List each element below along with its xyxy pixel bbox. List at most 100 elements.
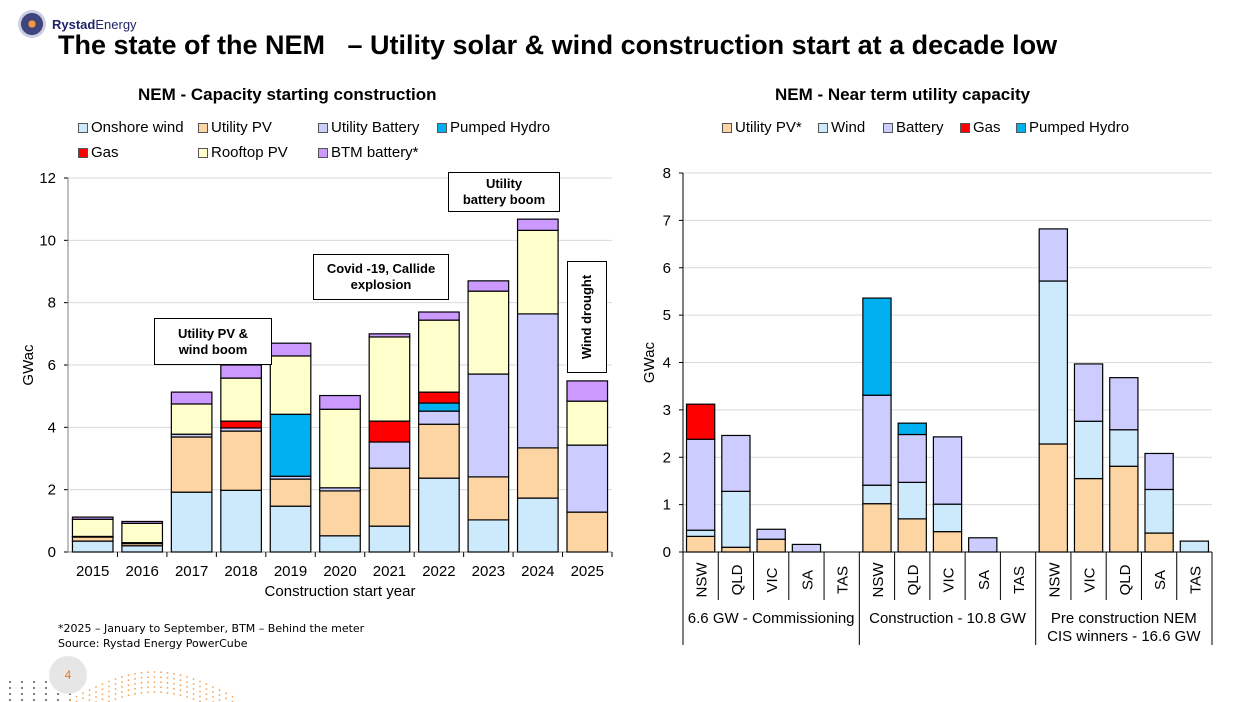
y-axis-title: GWac <box>20 344 37 386</box>
annotation-line: Utility PV & <box>177 325 249 341</box>
x-tick-label: VIC <box>1082 567 1099 592</box>
decor-dot <box>199 680 201 683</box>
decor-dot <box>108 680 110 683</box>
decor-dot <box>82 692 84 695</box>
annotation-line: explosion <box>350 277 412 292</box>
legend-swatch <box>78 122 88 133</box>
decor-dot <box>108 695 110 698</box>
legend-label: Battery <box>896 119 944 136</box>
decor-dot <box>88 699 91 701</box>
decor-dot <box>186 676 188 678</box>
bar-segment <box>685 438 716 531</box>
bar-segment <box>932 531 963 553</box>
decor-dot <box>140 691 143 694</box>
decor-dot <box>45 693 47 695</box>
footnote: *2025 – January to September, BTM – Behi… <box>58 621 364 651</box>
decor-dot <box>95 696 97 698</box>
x-tick-label: 2017 <box>175 563 208 580</box>
source-line: Source: Rystad Energy PowerCube <box>58 637 248 650</box>
legend-swatch <box>198 147 208 158</box>
bar-segment <box>862 297 892 396</box>
x-tick-label: 2023 <box>472 563 505 580</box>
bar-segment <box>862 484 892 505</box>
decor-dot <box>147 686 149 689</box>
decor-dot <box>45 699 47 701</box>
bar-segment <box>685 535 716 553</box>
decor-dot <box>121 696 123 698</box>
x-tick-label: VIC <box>764 567 781 592</box>
page-number: 4 <box>49 656 87 694</box>
decor-dot <box>88 689 91 691</box>
bar-segment <box>170 436 213 493</box>
x-tick-label: TAS <box>835 566 852 594</box>
decor-dot <box>166 691 169 694</box>
decor-dot <box>192 678 195 680</box>
decor-dot <box>114 698 117 700</box>
bar-segment <box>418 410 460 425</box>
y-tick-label: 2 <box>48 482 56 499</box>
decor-dot <box>114 688 117 690</box>
decor-dot <box>147 671 149 674</box>
decor-dot <box>173 672 175 675</box>
decor-dot <box>114 693 117 695</box>
x-axis-title: Construction start year <box>265 583 416 600</box>
annotation-wind-drought: Wind drought <box>567 261 607 373</box>
bar-segment <box>170 403 213 435</box>
decor-dot <box>101 683 104 685</box>
bar-segment <box>467 476 510 521</box>
legend-swatch <box>198 122 208 133</box>
y-tick-label: 10 <box>39 232 56 249</box>
decor-dot <box>21 681 23 683</box>
decor-dot <box>160 691 162 694</box>
legend-item: Utility PV <box>198 119 272 136</box>
decor-dot <box>225 697 227 700</box>
legend-item: Gas <box>960 119 1001 136</box>
bar-segment <box>1109 465 1139 553</box>
right-chart-title: NEM - Near term utility capacity <box>775 85 1031 104</box>
decor-dot <box>9 687 11 689</box>
legend-label: Gas <box>973 119 1001 136</box>
legend-swatch <box>318 122 328 133</box>
decor-dot <box>212 696 214 698</box>
bar-segment <box>897 422 927 436</box>
decor-dot <box>127 694 130 697</box>
annotation-line: Covid -19, Callide <box>326 261 436 276</box>
x-tick-label: TAS <box>1187 566 1204 594</box>
decor-dot <box>127 679 130 682</box>
decorative-dot-wave <box>9 671 234 702</box>
annotation-pv-wind-boom: Utility PV & wind boom <box>154 318 272 365</box>
x-tick-label: 2015 <box>76 563 109 580</box>
bar-segment <box>516 229 559 315</box>
x-tick-label: 2018 <box>224 563 257 580</box>
annotation-line: Wind drought <box>579 274 595 360</box>
bar-segment <box>516 447 559 499</box>
decor-dot <box>140 671 143 674</box>
legend-label: Rooftop PV <box>211 144 288 161</box>
bar-segment <box>418 402 460 412</box>
decor-dot <box>69 699 71 701</box>
decor-dot <box>160 671 162 674</box>
decor-dot <box>95 686 97 688</box>
bar-segment <box>1038 443 1069 553</box>
bar-segment <box>1109 429 1139 467</box>
decor-dot <box>205 698 208 700</box>
legend-swatch <box>437 122 447 133</box>
bar-segment <box>516 497 559 553</box>
bar-segment <box>566 400 609 446</box>
decor-dot <box>9 681 11 683</box>
legend-item: Utility PV* <box>722 119 802 136</box>
decor-dot <box>140 676 143 679</box>
decor-dot <box>186 696 188 698</box>
decor-dot <box>199 695 201 698</box>
y-tick-label: 4 <box>48 419 56 436</box>
x-tick-label: 2021 <box>373 563 406 580</box>
bar-segment <box>1144 532 1174 553</box>
bar-segment <box>121 522 164 544</box>
decor-dot <box>134 682 136 685</box>
x-tick-label: QLD <box>1117 564 1134 595</box>
y-tick-label: 4 <box>663 355 671 372</box>
bar-segment <box>566 511 609 553</box>
decor-dot <box>179 684 182 687</box>
bar-segment <box>566 444 609 513</box>
